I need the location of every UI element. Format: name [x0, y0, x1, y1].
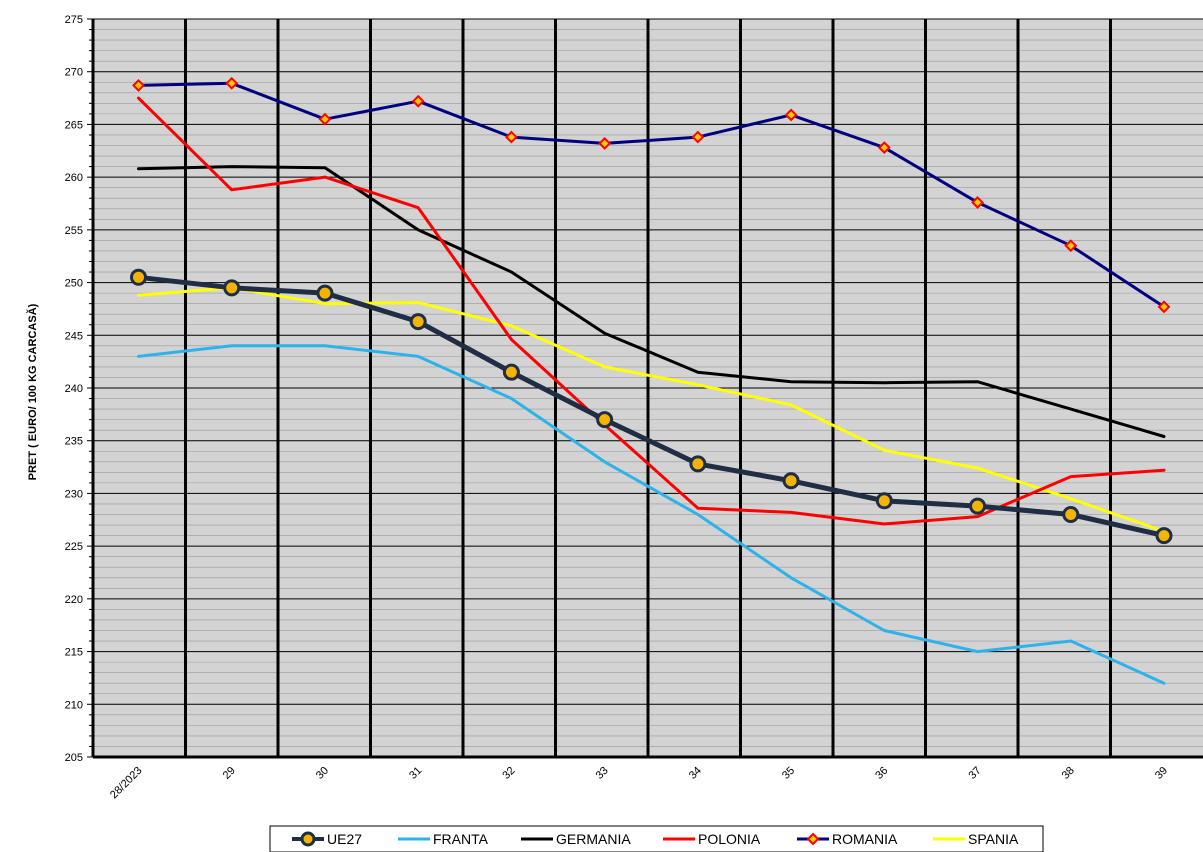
legend-label-spania: SPANIA	[968, 831, 1019, 847]
x-tick-label: 37	[967, 765, 984, 782]
axes	[87, 18, 1203, 759]
x-tick-labels: 28/2023 29 30 31 32 33 34 35 36 37 38 39	[108, 765, 1170, 802]
legend-label-germania: GERMANIA	[556, 831, 631, 847]
y-tick-label: 220	[65, 594, 83, 606]
marker-ue27	[969, 497, 987, 515]
marker-ue27	[1062, 506, 1080, 524]
marker-romania	[318, 112, 332, 126]
legend: UE27 FRANTA GERMANIA POLONIA ROMANIA SPANIA	[269, 825, 1044, 852]
y-tick-labels: 205 210 215 220 225 230 235 240 245 250 255 260 265 2…	[65, 14, 83, 764]
y-tick-label: 250	[65, 278, 83, 290]
marker-romania	[504, 130, 518, 144]
x-tick-label: 39	[1153, 765, 1170, 782]
y-tick-label: 275	[65, 14, 83, 26]
marker-ue27	[409, 313, 427, 331]
y-tick-label: 265	[65, 119, 83, 131]
series-markers	[130, 76, 1173, 545]
x-tick-label: 36	[873, 765, 890, 782]
marker-ue27	[596, 411, 614, 429]
x-tick-label: 32	[500, 765, 517, 782]
marker-romania	[1157, 300, 1171, 314]
series-lines	[136, 81, 1167, 685]
marker-ue27	[782, 472, 800, 490]
y-tick-label: 235	[65, 436, 83, 448]
y-tick-label: 270	[65, 67, 83, 79]
y-tick-label: 245	[65, 330, 83, 342]
marker-romania	[411, 94, 425, 108]
marker-romania	[132, 79, 145, 92]
series-line-germania	[137, 165, 1166, 438]
y-tick-label: 240	[65, 383, 83, 395]
legend-box	[269, 825, 1044, 852]
marker-romania	[971, 196, 984, 209]
marker-ue27	[875, 492, 893, 510]
x-tick-label: 28/2023	[108, 765, 145, 802]
series-line-spania	[137, 286, 1166, 533]
vertical-gridlines	[184, 19, 1112, 757]
y-tick-label: 205	[65, 752, 83, 764]
marker-ue27	[689, 455, 707, 473]
marker-ue27	[1155, 527, 1173, 545]
x-tick-label: 35	[780, 765, 797, 782]
marker-ue27	[223, 279, 241, 297]
marker-romania	[1064, 239, 1078, 253]
y-tick-label: 230	[65, 488, 83, 500]
legend-label-ue27: UE27	[327, 831, 362, 847]
x-tick-label: 31	[407, 765, 424, 782]
marker-romania	[691, 130, 705, 144]
legend-label-polonia: POLONIA	[698, 831, 761, 847]
y-tick-label: 255	[65, 225, 83, 237]
series-line-franta	[137, 344, 1166, 685]
marker-romania	[225, 76, 239, 90]
series-line-ue27	[136, 274, 1167, 539]
x-tick-label: 33	[594, 765, 611, 782]
marker-romania	[877, 141, 891, 155]
x-tick-label: 30	[314, 765, 331, 782]
x-tick-label: 38	[1060, 765, 1077, 782]
y-tick-label: 215	[65, 647, 83, 659]
marker-ue27	[502, 363, 520, 381]
y-tick-label: 225	[65, 541, 83, 553]
marker-ue27	[316, 284, 334, 302]
y-tick-label: 260	[65, 172, 83, 184]
marker-ue27	[130, 268, 147, 286]
x-tick-label: 29	[221, 765, 238, 782]
series-line-romania	[137, 81, 1166, 309]
legend-marker-romania	[806, 832, 820, 846]
x-tick-label: 34	[687, 765, 704, 782]
y-tick-label: 210	[65, 699, 83, 711]
legend-label-franta: FRANTA	[433, 831, 489, 847]
y-axis-label: PRET ( EURO/ 100 KG CARCASĂ)	[26, 303, 39, 480]
marker-romania	[598, 136, 612, 150]
legend-label-romania: ROMANIA	[832, 831, 898, 847]
legend-marker-ue27	[300, 831, 316, 847]
marker-romania	[784, 108, 798, 122]
